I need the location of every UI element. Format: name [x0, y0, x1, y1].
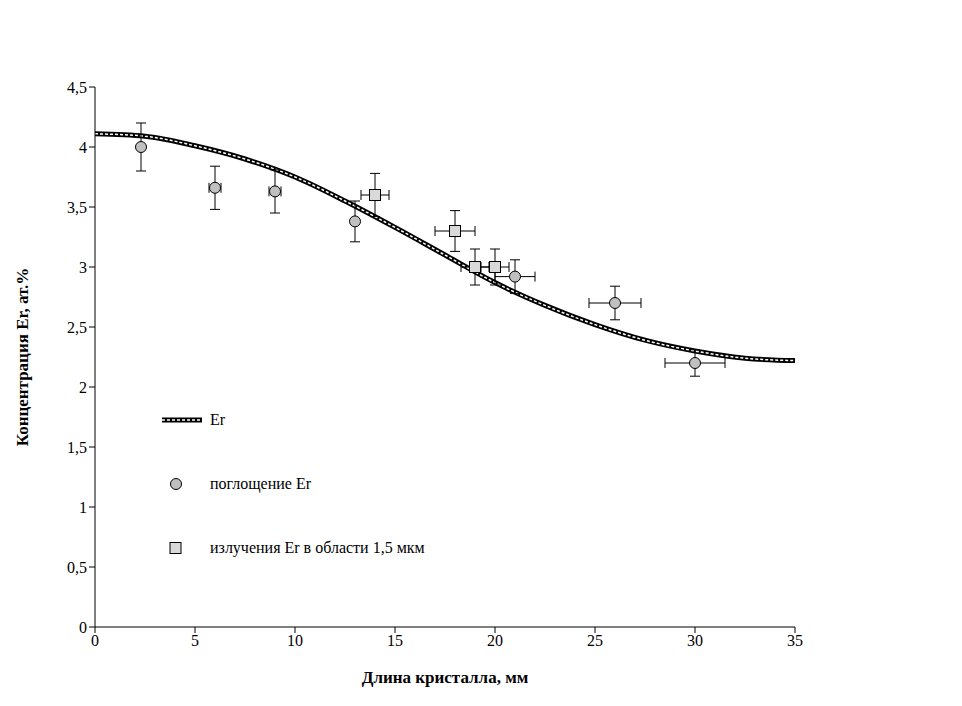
svg-text:1: 1: [79, 499, 87, 516]
svg-text:2,5: 2,5: [67, 319, 87, 336]
svg-text:30: 30: [687, 632, 703, 649]
svg-text:35: 35: [787, 632, 803, 649]
svg-text:0: 0: [91, 632, 99, 649]
svg-text:15: 15: [387, 632, 403, 649]
svg-text:Концентрация Er, ат.%: Концентрация Er, ат.%: [13, 268, 32, 447]
svg-text:Длина кристалла, мм: Длина кристалла, мм: [362, 668, 529, 687]
svg-text:0: 0: [79, 619, 87, 636]
html-text:Er: Er: [210, 411, 226, 428]
html-text:излучения Er в области 1,5 мкм: излучения Er в области 1,5 мкм: [210, 539, 425, 556]
svg-text:3,5: 3,5: [67, 199, 87, 216]
html-text:поглощение Er: поглощение Er: [210, 475, 311, 492]
svg-text:10: 10: [287, 632, 303, 649]
svg-text:20: 20: [487, 632, 503, 649]
svg-text:5: 5: [191, 632, 199, 649]
svg-text:1,5: 1,5: [67, 439, 87, 456]
svg-text:4,5: 4,5: [67, 79, 87, 96]
svg-text:3: 3: [79, 259, 87, 276]
svg-text:0,5: 0,5: [67, 559, 87, 576]
svg-text:4: 4: [79, 139, 87, 156]
svg-text:2: 2: [79, 379, 87, 396]
svg-text:25: 25: [587, 632, 603, 649]
